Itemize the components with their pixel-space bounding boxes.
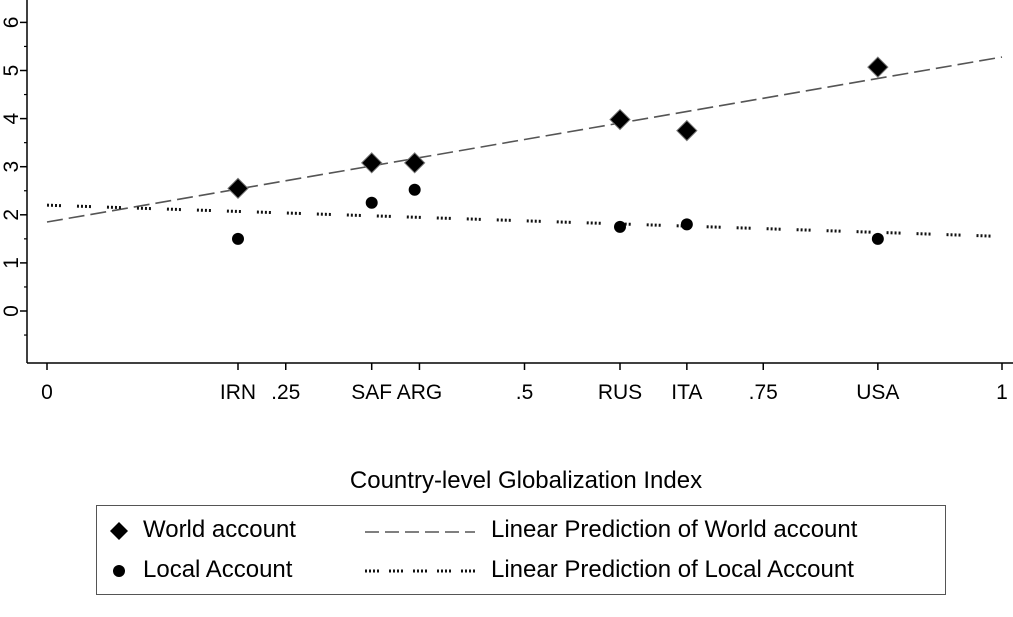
- x-tick-label: .5: [516, 381, 534, 404]
- local-account-point: [408, 183, 421, 196]
- world-account-point: [609, 108, 631, 131]
- legend-label-world-account: World account: [143, 516, 296, 543]
- y-tick-label: 4: [0, 112, 23, 124]
- x-tick-label: ARG: [397, 381, 443, 404]
- legend-item-world-account: World account: [109, 516, 296, 544]
- y-tick-label: 6: [0, 17, 23, 29]
- legend-label-local-account: Local Account: [143, 556, 293, 583]
- x-tick-label: 1: [996, 381, 1008, 404]
- diamond-marker-icon: [109, 520, 129, 540]
- prediction-lines: [46, 56, 1003, 238]
- x-axis: 0 .25 .5 .75 1 IRN SAF ARG RUS ITA USA: [27, 362, 1013, 404]
- local-account-point: [680, 218, 693, 231]
- legend-item-pred-local: Linear Prediction of Local Account: [365, 556, 854, 584]
- y-tick-label: 3: [0, 161, 23, 173]
- local-prediction-line: [46, 203, 1003, 238]
- data-markers: [227, 56, 889, 245]
- x-tick-label: ITA: [671, 381, 702, 404]
- x-tick-label: IRN: [220, 381, 256, 404]
- dotted-line-icon: [365, 560, 475, 580]
- y-tick-label: 1: [0, 257, 23, 269]
- x-tick-label: .25: [271, 381, 300, 404]
- world-account-point: [676, 119, 698, 142]
- dashed-line-icon: [365, 520, 475, 540]
- local-account-point: [871, 232, 884, 245]
- x-tick-label: 0: [41, 381, 53, 404]
- legend-label-pred-local: Linear Prediction of Local Account: [491, 556, 854, 583]
- world-prediction-line: [46, 56, 1003, 223]
- world-account-point: [227, 177, 249, 200]
- y-tick-label: 0: [0, 305, 23, 317]
- local-account-point: [365, 196, 378, 209]
- x-tick-label: RUS: [598, 381, 642, 404]
- x-tick-label: USA: [856, 381, 899, 404]
- local-account-point: [614, 220, 626, 233]
- x-tick-label: SAF: [351, 381, 392, 404]
- legend-label-pred-world: Linear Prediction of World account: [491, 516, 858, 543]
- world-account-point: [403, 152, 426, 174]
- y-tick-label: 2: [0, 209, 23, 221]
- legend-item-pred-world: Linear Prediction of World account: [365, 516, 857, 544]
- circle-marker-icon: [109, 560, 129, 580]
- x-axis-title: Country-level Globalization Index: [350, 467, 702, 494]
- x-tick-label: .75: [749, 381, 778, 404]
- y-axis: 0 1 2 3 4 5 6: [0, 0, 28, 363]
- world-account-point: [867, 56, 889, 78]
- y-tick-label: 5: [0, 65, 23, 77]
- local-account-point: [232, 232, 244, 245]
- legend: World account Local Account Linear Predi…: [96, 505, 946, 595]
- world-account-point: [360, 152, 383, 174]
- legend-item-local-account: Local Account: [109, 556, 292, 584]
